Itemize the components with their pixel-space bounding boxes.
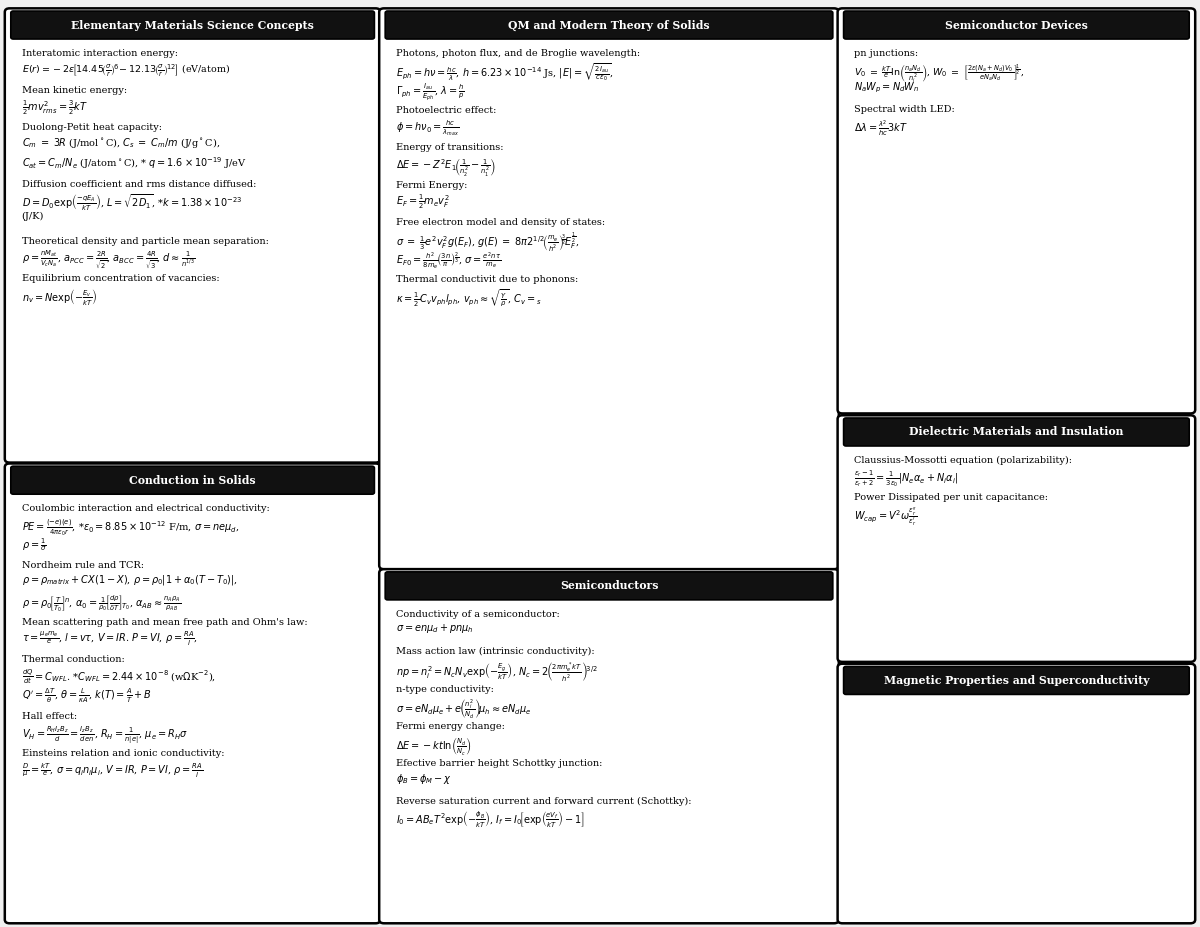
Text: n-type conductivity:: n-type conductivity: bbox=[396, 685, 494, 693]
Text: $PE = \frac{(-e)(e)}{4\pi\varepsilon_0 r}$, *$\varepsilon_0 = 8.85\times10^{-12}: $PE = \frac{(-e)(e)}{4\pi\varepsilon_0 r… bbox=[22, 516, 239, 538]
Text: $I_0 = AB_e T^2\exp\!\left(-\frac{\phi_B}{kT}\right)$, $I_f = I_0\!\left[\exp\!\: $I_0 = AB_e T^2\exp\!\left(-\frac{\phi_B… bbox=[396, 809, 584, 830]
Text: $\sigma\;=\;\frac{1}{3}e^2 v_F^2 g(E_F)$, $g(E)\;=\;8\pi 2^{1/2}\!\left(\frac{m_: $\sigma\;=\;\frac{1}{3}e^2 v_F^2 g(E_F)$… bbox=[396, 231, 580, 254]
Text: $\Delta E = -Z^2 E_1\!\left(\frac{1}{n_2^2} - \frac{1}{n_1^2}\right)$: $\Delta E = -Z^2 E_1\!\left(\frac{1}{n_2… bbox=[396, 156, 496, 178]
Text: Coulombic interaction and electrical conductivity:: Coulombic interaction and electrical con… bbox=[22, 504, 269, 514]
Text: $n_v = N\exp\!\left(-\frac{E_v}{kT}\right)$: $n_v = N\exp\!\left(-\frac{E_v}{kT}\righ… bbox=[22, 286, 97, 307]
FancyBboxPatch shape bbox=[838, 415, 1195, 662]
FancyBboxPatch shape bbox=[844, 667, 1189, 694]
Text: $Q' = \frac{\Delta T}{\theta}$, $\theta = \frac{L}{\kappa A}$, $k(T) = \frac{A}{: $Q' = \frac{\Delta T}{\theta}$, $\theta … bbox=[22, 687, 151, 705]
Text: $np = n_i^2 = N_c N_v \exp\!\left(-\frac{E_g}{kT}\right)$, $N_c = 2\!\left(\frac: $np = n_i^2 = N_c N_v \exp\!\left(-\frac… bbox=[396, 660, 598, 683]
Text: Photons, photon flux, and de Broglie wavelength:: Photons, photon flux, and de Broglie wav… bbox=[396, 49, 640, 58]
Text: $\phi = h\nu_0 = \frac{hc}{\lambda_{max}}$: $\phi = h\nu_0 = \frac{hc}{\lambda_{max}… bbox=[396, 119, 460, 138]
Text: Mean scattering path and mean free path and Ohm's law:: Mean scattering path and mean free path … bbox=[22, 617, 307, 627]
Text: Efective barrier height Schottky junction:: Efective barrier height Schottky junctio… bbox=[396, 759, 602, 768]
FancyBboxPatch shape bbox=[5, 8, 380, 463]
Text: $W_{cap} = V^2\omega\frac{\varepsilon_r''}{\varepsilon_r'}$: $W_{cap} = V^2\omega\frac{\varepsilon_r'… bbox=[854, 506, 918, 529]
Text: Reverse saturation current and forward current (Schottky):: Reverse saturation current and forward c… bbox=[396, 797, 691, 806]
Text: QM and Modern Theory of Solids: QM and Modern Theory of Solids bbox=[508, 19, 710, 31]
Text: Theoretical density and particle mean separation:: Theoretical density and particle mean se… bbox=[22, 236, 269, 246]
Text: $\rho = \rho_0\!\left[\frac{T}{T_0}\right]^{\!n}$, $\alpha_0 = \frac{1}{\rho_0}\: $\rho = \rho_0\!\left[\frac{T}{T_0}\righ… bbox=[22, 592, 181, 614]
FancyBboxPatch shape bbox=[844, 418, 1189, 446]
Text: (J/K): (J/K) bbox=[22, 212, 44, 221]
Text: $C_{at} = C_m/N_e$ (J/atom$^\circ$C), * $q = 1.6\times10^{-19}$ J/eV: $C_{at} = C_m/N_e$ (J/atom$^\circ$C), * … bbox=[22, 155, 246, 171]
FancyBboxPatch shape bbox=[11, 11, 374, 39]
FancyBboxPatch shape bbox=[385, 572, 833, 600]
Text: Dielectric Materials and Insulation: Dielectric Materials and Insulation bbox=[910, 426, 1123, 438]
Text: Photoelectric effect:: Photoelectric effect: bbox=[396, 106, 497, 115]
Text: $\kappa = \frac{1}{2}C_v v_{ph} l_{ph}$, $v_{ph} \approx \sqrt{\frac{Y}{\rho}}$,: $\kappa = \frac{1}{2}C_v v_{ph} l_{ph}$,… bbox=[396, 287, 542, 309]
Text: Mass action law (intrinsic conductivity):: Mass action law (intrinsic conductivity)… bbox=[396, 647, 595, 656]
Text: $\rho = \rho_{matrix} + CX(1-X)$, $\rho = \rho_0|1+\alpha_0(T-T_0)|$,: $\rho = \rho_{matrix} + CX(1-X)$, $\rho … bbox=[22, 574, 238, 588]
Text: Equilibrium concentration of vacancies:: Equilibrium concentration of vacancies: bbox=[22, 274, 220, 283]
FancyBboxPatch shape bbox=[5, 464, 380, 923]
Text: $\rho = \frac{nM_{at}}{V_c N_a}$, $a_{PCC} = \frac{2R}{\sqrt{2}}$, $a_{BCC} = \f: $\rho = \frac{nM_{at}}{V_c N_a}$, $a_{PC… bbox=[22, 249, 196, 273]
Text: Thermal conduction:: Thermal conduction: bbox=[22, 655, 125, 664]
Text: $E_{ph} = h\nu = \frac{hc}{\lambda}$, $h = 6.23\times10^{-14}$ Js, $|E| = \sqrt{: $E_{ph} = h\nu = \frac{hc}{\lambda}$, $h… bbox=[396, 61, 614, 83]
FancyBboxPatch shape bbox=[379, 8, 839, 569]
Text: $C_m\;=\;3R$ (J/mol$^\circ$C), $C_s\;=\;C_m/m$ (J/g$^\circ$C),: $C_m\;=\;3R$ (J/mol$^\circ$C), $C_s\;=\;… bbox=[22, 136, 220, 150]
Text: pn junctions:: pn junctions: bbox=[854, 49, 918, 58]
Text: Claussius-Mossotti equation (polarizability):: Claussius-Mossotti equation (polarizabil… bbox=[854, 456, 1073, 465]
FancyBboxPatch shape bbox=[838, 8, 1195, 413]
Text: Conductivity of a semiconductor:: Conductivity of a semiconductor: bbox=[396, 610, 559, 619]
Text: $\rho = \frac{1}{\sigma}$: $\rho = \frac{1}{\sigma}$ bbox=[22, 536, 47, 552]
Text: Semiconductors: Semiconductors bbox=[559, 580, 659, 591]
Text: Hall effect:: Hall effect: bbox=[22, 712, 77, 720]
Text: $\frac{D}{\mu} = \frac{kT}{e}$, $\sigma = q_i n_i \mu_i$, $V = IR$, $P = VI$, $\: $\frac{D}{\mu} = \frac{kT}{e}$, $\sigma … bbox=[22, 762, 203, 780]
FancyBboxPatch shape bbox=[11, 466, 374, 494]
FancyBboxPatch shape bbox=[379, 569, 839, 923]
Text: Duolong-Petit heat capacity:: Duolong-Petit heat capacity: bbox=[22, 123, 162, 133]
Text: Free electron model and density of states:: Free electron model and density of state… bbox=[396, 218, 605, 227]
Text: $\frac{1}{2}mv_{rms}^{2} = \frac{3}{2}kT$: $\frac{1}{2}mv_{rms}^{2} = \frac{3}{2}kT… bbox=[22, 98, 88, 117]
Text: Interatomic interaction energy:: Interatomic interaction energy: bbox=[22, 49, 178, 58]
Text: Conduction in Solids: Conduction in Solids bbox=[130, 475, 256, 486]
Text: Spectral width LED:: Spectral width LED: bbox=[854, 106, 955, 114]
Text: $\Delta\lambda = \frac{\lambda^2}{hc}3kT$: $\Delta\lambda = \frac{\lambda^2}{hc}3kT… bbox=[854, 118, 908, 137]
Text: $\frac{dQ}{dt} = C_{WFL}$. *$C_{WFL} = 2.44\times10^{-8}$ (w$\Omega$K$^{-2}$),: $\frac{dQ}{dt} = C_{WFL}$. *$C_{WFL} = 2… bbox=[22, 667, 216, 687]
FancyBboxPatch shape bbox=[385, 11, 833, 39]
Text: Nordheim rule and TCR:: Nordheim rule and TCR: bbox=[22, 561, 144, 570]
Text: Elementary Materials Science Concepts: Elementary Materials Science Concepts bbox=[71, 19, 314, 31]
Text: Diffusion coefficient and rms distance diffused:: Diffusion coefficient and rms distance d… bbox=[22, 180, 256, 189]
Text: $\Gamma_{ph} = \frac{I_{au}}{E_{ph}}$, $\lambda = \frac{h}{p}$: $\Gamma_{ph} = \frac{I_{au}}{E_{ph}}$, $… bbox=[396, 81, 464, 103]
Text: Mean kinetic energy:: Mean kinetic energy: bbox=[22, 86, 127, 95]
Text: $\Delta E = -kt\ln\!\left(\frac{N_d}{N_c}\right)$: $\Delta E = -kt\ln\!\left(\frac{N_d}{N_c… bbox=[396, 734, 472, 756]
Text: Fermi energy change:: Fermi energy change: bbox=[396, 722, 505, 731]
Text: Magnetic Properties and Superconductivity: Magnetic Properties and Superconductivit… bbox=[883, 675, 1150, 686]
Text: Fermi Energy:: Fermi Energy: bbox=[396, 181, 467, 189]
Text: $\sigma = en\mu_d + pn\mu_h$: $\sigma = en\mu_d + pn\mu_h$ bbox=[396, 622, 474, 636]
Text: Thermal conductivit due to phonons:: Thermal conductivit due to phonons: bbox=[396, 274, 578, 284]
Text: $V_0\;=\;\frac{kT}{e}\ln\!\left(\frac{n_a N_d}{n_i^2}\right)$, $W_0\;=\;\left[\f: $V_0\;=\;\frac{kT}{e}\ln\!\left(\frac{n_… bbox=[854, 61, 1025, 83]
Text: $V_H = \frac{R_H I_z B_z}{d} = \frac{I_z B_z}{den}$, $R_H = \frac{1}{n|e|}$, $\m: $V_H = \frac{R_H I_z B_z}{d} = \frac{I_z… bbox=[22, 724, 188, 745]
FancyBboxPatch shape bbox=[844, 11, 1189, 39]
Text: $\tau = \frac{\mu_e m_e}{e}$, $l = v\tau$, $V = IR$. $P = VI$, $\rho = \frac{RA}: $\tau = \frac{\mu_e m_e}{e}$, $l = v\tau… bbox=[22, 630, 198, 648]
Text: $D = D_0\exp\!\left(\frac{-qE_A}{kT}\right)$, $L = \sqrt{2D_1}$, *$k = 1.38\time: $D = D_0\exp\!\left(\frac{-qE_A}{kT}\rig… bbox=[22, 193, 241, 213]
Text: $\sigma = eN_d\mu_e + e\!\left(\frac{n_i^2}{N_d}\right)\!\mu_h \approx eN_d\mu_e: $\sigma = eN_d\mu_e + e\!\left(\frac{n_i… bbox=[396, 697, 532, 720]
Text: $\phi_B = \phi_M - \chi$: $\phi_B = \phi_M - \chi$ bbox=[396, 772, 452, 786]
Text: Einsteins relation and ionic conductivity:: Einsteins relation and ionic conductivit… bbox=[22, 749, 224, 758]
Text: $E(r) = -2\varepsilon\!\left[14.45\!\left(\frac{\sigma}{r}\right)^{\!6}\!-12.13\: $E(r) = -2\varepsilon\!\left[14.45\!\lef… bbox=[22, 61, 229, 78]
Text: Power Dissipated per unit capacitance:: Power Dissipated per unit capacitance: bbox=[854, 493, 1049, 502]
Text: $E_F = \frac{1}{2}m_e v_F^2$: $E_F = \frac{1}{2}m_e v_F^2$ bbox=[396, 193, 450, 211]
Text: $\frac{\varepsilon_r - 1}{\varepsilon_r + 2} = \frac{1}{3\varepsilon_0}|N_e\alph: $\frac{\varepsilon_r - 1}{\varepsilon_r … bbox=[854, 468, 959, 489]
Text: $E_{F0} = \frac{h^2}{8m_e}\!\left(\frac{3n}{\pi}\right)^{\!\frac{2}{3}}$, $\sigm: $E_{F0} = \frac{h^2}{8m_e}\!\left(\frac{… bbox=[396, 249, 502, 271]
Text: Energy of transitions:: Energy of transitions: bbox=[396, 143, 504, 152]
Text: $N_a W_p = N_d W_n$: $N_a W_p = N_d W_n$ bbox=[854, 81, 920, 95]
FancyBboxPatch shape bbox=[838, 664, 1195, 923]
Text: Semiconductor Devices: Semiconductor Devices bbox=[944, 19, 1088, 31]
